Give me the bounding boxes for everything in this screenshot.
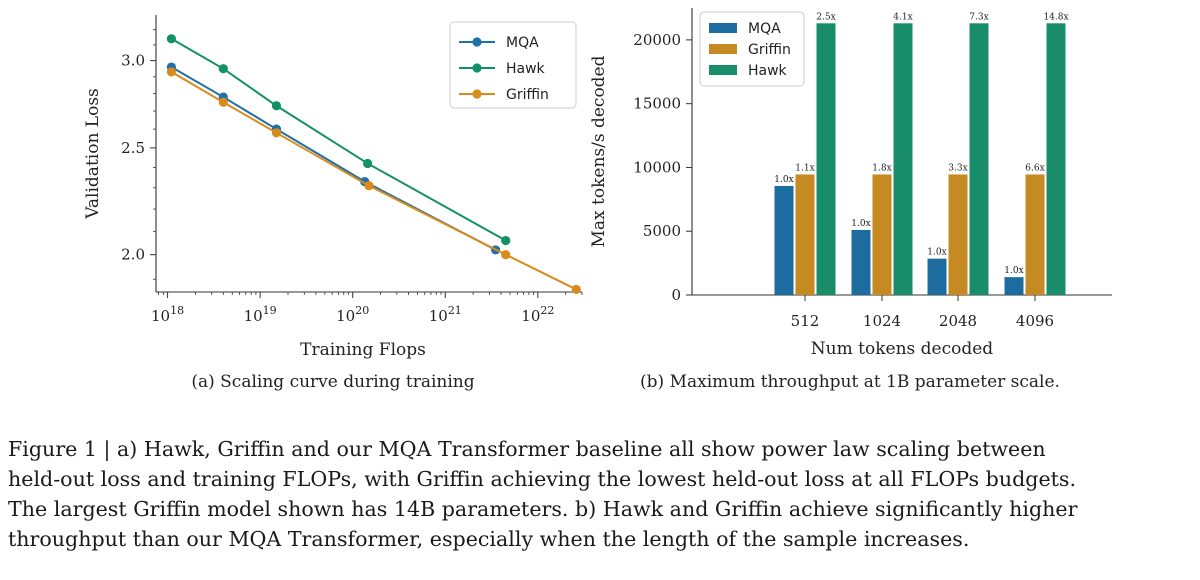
y-tick-label: 2.5 — [121, 139, 145, 157]
bar-mqa-2048 — [927, 258, 947, 295]
bar-griffin-4096 — [1025, 174, 1045, 295]
x-tick-label: 4096 — [1016, 312, 1054, 330]
data-point-hawk — [363, 158, 373, 169]
x-tick-label-base: 10 — [429, 307, 448, 325]
legend-label-griffin: Griffin — [748, 42, 791, 58]
bar-hawk-4096 — [1046, 23, 1066, 295]
y-tick-label: 0 — [671, 286, 681, 304]
x-tick-label-base: 10 — [151, 307, 170, 325]
bar-value-label: 7.3x — [969, 12, 988, 22]
data-point-hawk — [166, 34, 176, 44]
x-tick-label-exponent: 22 — [540, 304, 554, 317]
data-point-griffin — [501, 250, 511, 260]
x-axis-label: Num tokens decoded — [811, 339, 993, 359]
bar-value-label: 6.6x — [1025, 163, 1044, 173]
y-tick-label: 2.0 — [121, 246, 145, 264]
data-point-hawk — [501, 235, 511, 246]
legend-marker-griffin — [472, 89, 482, 99]
data-point-hawk — [271, 101, 282, 111]
x-tick-label: 2048 — [939, 312, 977, 330]
legend-label-hawk: Hawk — [748, 63, 788, 79]
data-point-griffin — [571, 284, 581, 295]
x-tick-label-base: 10 — [336, 307, 355, 325]
throughput-bar-chart: 050001000015000200001.0x1.0x1.0x1.0x1.1x… — [589, 8, 1112, 359]
y-axis-label: Validation Loss — [83, 88, 103, 220]
figure-caption-line: The largest Griffin model shown has 14B … — [8, 497, 1078, 521]
bar-mqa-1024 — [851, 229, 871, 295]
legend-swatch-griffin — [709, 44, 737, 54]
legend-swatch-hawk — [709, 65, 737, 75]
bar-value-label: 1.8x — [872, 163, 891, 173]
x-tick-label-base: 10 — [244, 307, 263, 325]
bar-value-label: 1.0x — [1004, 266, 1023, 276]
x-tick-label: 1019 — [244, 304, 277, 325]
y-tick-label: 10000 — [633, 158, 681, 176]
bar-griffin-512 — [795, 174, 815, 295]
y-tick-label: 15000 — [633, 95, 681, 113]
bar-value-label: 14.8x — [1043, 12, 1068, 22]
bar-hawk-512 — [816, 23, 836, 295]
bar-value-label: 4.1x — [893, 12, 912, 22]
bar-mqa-512 — [774, 185, 794, 295]
bar-mqa-4096 — [1004, 277, 1024, 295]
x-tick-label-exponent: 21 — [448, 304, 462, 317]
x-tick-label: 1022 — [521, 304, 554, 325]
bar-griffin-1024 — [872, 174, 892, 295]
x-tick-label-exponent: 20 — [355, 304, 369, 317]
bar-hawk-2048 — [969, 23, 989, 295]
data-point-griffin — [166, 67, 176, 77]
x-tick-label: 1024 — [863, 312, 901, 330]
y-tick-label: 3.0 — [121, 52, 145, 70]
series-line-griffin — [170, 71, 577, 291]
data-point-griffin — [271, 128, 282, 138]
bar-value-label: 2.5x — [816, 12, 835, 22]
legend-label-mqa: MQA — [506, 35, 539, 51]
legend-label-hawk: Hawk — [506, 61, 546, 77]
bar-value-label: 1.1x — [795, 163, 814, 173]
bar-value-label: 3.3x — [948, 163, 967, 173]
legend-marker-mqa — [472, 37, 482, 47]
x-tick-label: 512 — [791, 312, 820, 330]
data-point-griffin — [218, 97, 228, 107]
subfigure-a-caption: (a) Scaling curve during training — [191, 372, 475, 392]
legend-swatch-mqa — [709, 23, 737, 33]
x-tick-label-base: 10 — [521, 307, 540, 325]
x-tick-label: 1021 — [429, 304, 462, 325]
legend-label-griffin: Griffin — [506, 87, 549, 103]
x-tick-label: 1018 — [151, 304, 184, 325]
bar-value-label: 1.0x — [927, 248, 946, 258]
data-point-hawk — [218, 64, 228, 74]
figure-caption: Figure 1 | a) Hawk, Griffin and our MQA … — [8, 434, 1194, 554]
legend-marker-hawk — [472, 63, 482, 73]
x-tick-label-exponent: 19 — [263, 304, 277, 317]
figure-caption-line: throughput than our MQA Transformer, esp… — [8, 527, 970, 551]
legend-label-mqa: MQA — [748, 21, 781, 37]
figure-caption-line: Figure 1 | a) Hawk, Griffin and our MQA … — [8, 437, 1046, 461]
legend-box — [449, 21, 577, 109]
x-tick-label-exponent: 18 — [170, 304, 184, 317]
bar-hawk-1024 — [893, 23, 913, 295]
bar-griffin-2048 — [948, 174, 968, 295]
x-tick-label: 1020 — [336, 304, 369, 325]
bar-value-label: 1.0x — [774, 175, 793, 185]
subfigure-b-caption: (b) Maximum throughput at 1B parameter s… — [640, 372, 1060, 392]
data-point-griffin — [364, 181, 374, 191]
y-tick-label: 5000 — [643, 222, 681, 240]
y-axis-label: Max tokens/s decoded — [589, 55, 609, 247]
bar-value-label: 1.0x — [851, 219, 870, 229]
x-axis-label: Training Flops — [300, 340, 426, 360]
figure-caption-line: held-out loss and training FLOPs, with G… — [8, 467, 1077, 491]
y-tick-label: 20000 — [633, 31, 681, 49]
